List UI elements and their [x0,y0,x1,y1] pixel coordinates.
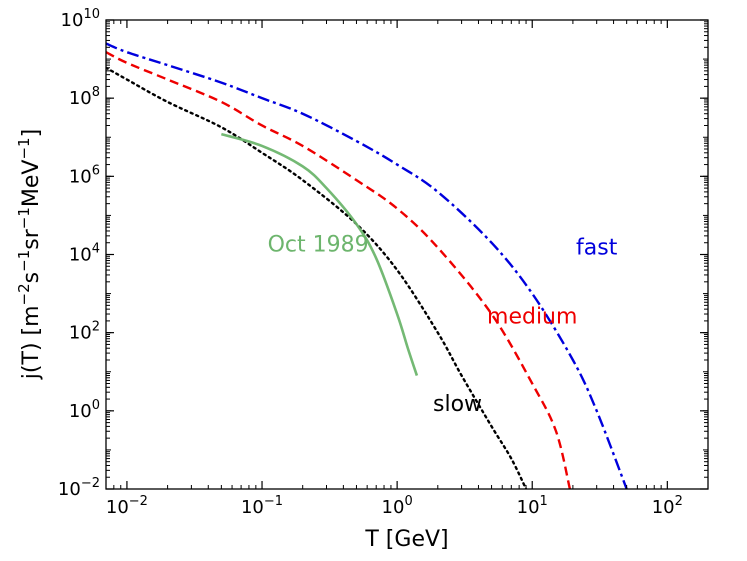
y-axis-title-prefix: j(T) [m [19,305,44,380]
series-label-oct-1989: Oct 1989 [268,232,369,257]
y-tick-label: 108 [69,85,100,109]
y-axis-title-exp3: −1 [15,207,33,229]
x-tick-label: 10−1 [241,494,283,518]
y-tick-label: 106 [69,163,100,187]
y-tick-base: 10 [58,479,81,500]
y-axis-title-exp2: −1 [15,250,33,272]
plot-background [106,20,708,489]
y-tick-exponent: 4 [92,242,100,257]
y-tick-base: 10 [69,401,92,422]
x-tick-label: 100 [382,494,413,518]
y-tick-label: 102 [69,320,100,344]
x-tick-exponent: 0 [404,494,412,509]
y-tick-exponent: 8 [92,85,100,100]
x-tick-base: 10 [382,497,405,518]
series-label-layer: slow medium fast Oct 1989 [268,232,618,416]
y-axis-title-mid1: s [19,272,44,283]
series-line-fast [106,42,628,489]
x-tick-label: 101 [517,494,548,518]
series-line-medium [106,51,572,489]
y-tick-base: 10 [69,88,92,109]
x-tick-exponent: −2 [129,494,148,509]
y-tick-exponent: 2 [92,320,100,335]
series-label-medium: medium [487,305,577,330]
y-tick-label: 10−2 [58,476,100,500]
x-axis-title: T [GeV] [364,527,448,552]
y-tick-label: 1010 [61,7,100,31]
y-axis-title: j(T) [m−2s−1sr−1MeV−1] [15,129,44,380]
y-tick-exponent: −2 [81,476,100,491]
y-tick-exponent: 6 [92,163,100,178]
y-tick-label: 104 [69,242,100,266]
y-tick-label: 100 [69,398,100,422]
y-axis-title-mid3: MeV [19,160,44,208]
y-tick-exponent: 10 [83,7,100,22]
y-axis-title-mid2: sr [19,228,44,249]
series-layer [106,42,628,489]
x-tick-exponent: 2 [675,494,683,509]
y-axis-title-exp4: −1 [15,137,33,159]
x-tick-label: 102 [652,494,683,518]
x-tick-base: 10 [517,497,540,518]
series-line-oct-1989 [220,132,419,376]
y-axis-title-exp1: −2 [15,283,33,305]
y-tick-base: 10 [69,323,92,344]
x-tick-base: 10 [652,497,675,518]
y-tick-base: 10 [69,166,92,187]
x-tick-base: 10 [241,497,264,518]
series-label-fast: fast [576,236,618,261]
x-tick-base: 10 [106,497,129,518]
x-tick-exponent: 1 [540,494,548,509]
y-tick-exponent: 0 [92,398,100,413]
x-tick-exponent: −1 [264,494,283,509]
y-tick-base: 10 [61,10,84,31]
y-tick-base: 10 [69,245,92,266]
y-axis-title-suffix: ] [19,129,44,138]
series-label-slow: slow [433,392,482,417]
x-tick-label: 10−2 [106,494,148,518]
